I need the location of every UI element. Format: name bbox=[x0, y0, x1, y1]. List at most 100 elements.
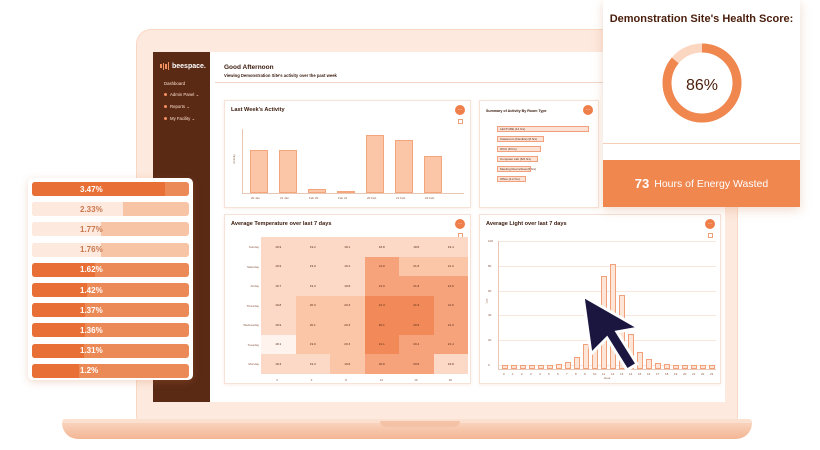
heatmap-day-label: Saturday bbox=[246, 264, 259, 269]
heatmap-cell: 19.8 bbox=[433, 354, 468, 374]
usage-row: 1.76% bbox=[32, 242, 189, 257]
light-x-tick: 13 bbox=[620, 372, 624, 376]
sidebar-item-my-facility[interactable]: My Facility ⌄ bbox=[153, 113, 210, 125]
light-x-tick: 17 bbox=[656, 372, 660, 376]
heatmap-cell: 21.1 bbox=[364, 334, 399, 354]
light-options-button[interactable]: ⋯ bbox=[705, 219, 715, 229]
logo-bars-icon bbox=[160, 62, 169, 70]
heatmap-day-label: Friday bbox=[250, 284, 259, 288]
light-x-tick: 14 bbox=[629, 372, 633, 376]
light-bar bbox=[655, 362, 661, 369]
heatmap-cell: 21.3 bbox=[364, 295, 399, 315]
heatmap-cell: 19.7 bbox=[261, 276, 296, 296]
usage-row-fill bbox=[32, 343, 84, 358]
usage-row-fill bbox=[32, 202, 124, 217]
usage-row: 1.31% bbox=[32, 343, 189, 358]
light-y-axis bbox=[498, 241, 499, 369]
light-bar bbox=[538, 365, 544, 369]
light-bar bbox=[520, 365, 526, 369]
heatmap-cell: 19.9 bbox=[261, 237, 296, 257]
light-gridline bbox=[499, 241, 716, 242]
light-y-tick: 100 bbox=[488, 239, 494, 243]
health-divider bbox=[603, 143, 800, 144]
usage-row-label: 1.62% bbox=[80, 265, 103, 275]
light-title: Average Light over last 7 days bbox=[486, 221, 567, 227]
heatmap-cell: 19.8 bbox=[330, 354, 365, 374]
room-type-options-button[interactable]: ⋯ bbox=[583, 105, 593, 115]
usage-row-fill bbox=[32, 283, 87, 297]
activity-x-tick: 21 Feb bbox=[396, 196, 406, 200]
sidebar-item-reports[interactable]: Reports ⌄ bbox=[153, 101, 210, 113]
heatmap-cell: 18.8 bbox=[364, 237, 399, 257]
heatmap-cell: 19.3 bbox=[295, 354, 330, 374]
brand-logo[interactable]: beespace. bbox=[153, 52, 210, 70]
activity-bar bbox=[366, 134, 384, 193]
sidebar-item-admin-panel[interactable]: Admin Panel ⌄ bbox=[153, 89, 210, 101]
sidebar-item-dashboard[interactable]: Dashboard bbox=[153, 78, 210, 89]
heatmap-day-label: Monday bbox=[248, 362, 259, 366]
light-bar bbox=[502, 365, 508, 369]
activity-bar bbox=[279, 150, 297, 193]
activity-bar bbox=[424, 155, 442, 193]
health-score-card: Demonstration Site's Health Score: 86% 7… bbox=[603, 0, 800, 207]
heatmap-cell: 21.8 bbox=[399, 256, 434, 276]
heatmap-hour-tick: 0 bbox=[276, 377, 278, 382]
activity-menu-icon[interactable] bbox=[458, 119, 463, 124]
usage-row-fill bbox=[32, 262, 95, 277]
light-x-tick: 12 bbox=[611, 372, 615, 376]
usage-row-fill bbox=[32, 222, 102, 237]
bullet-icon bbox=[164, 117, 167, 121]
light-y-tick: 0 bbox=[488, 363, 490, 367]
light-x-tick: 11 bbox=[602, 372, 606, 376]
heatmap-cell: 20.8 bbox=[399, 354, 434, 374]
page-title: Good Afternoon bbox=[224, 64, 274, 71]
usage-row-label: 2.33% bbox=[80, 204, 103, 214]
activity-x-axis bbox=[242, 193, 464, 194]
usage-row: 1.42% bbox=[32, 283, 189, 297]
heatmap-cell: 21.3 bbox=[433, 315, 468, 335]
sidebar-item-label: Reports ⌄ bbox=[170, 104, 190, 109]
light-x-tick: 9 bbox=[584, 372, 586, 376]
usage-row-fill bbox=[32, 363, 80, 378]
usage-row: 1.2% bbox=[32, 363, 189, 378]
heatmap-cell: 18.1 bbox=[330, 237, 365, 257]
light-y-tick: 20 bbox=[488, 338, 492, 343]
sidebar-item-label: Dashboard bbox=[164, 81, 186, 86]
energy-wasted-banner: 73 Hours of Energy Wasted bbox=[603, 160, 800, 207]
room-type-bar: Classroom (Flexible) (8 hrs) bbox=[497, 136, 544, 142]
light-x-tick: 21 bbox=[692, 372, 696, 376]
heatmap-cell: 21.9 bbox=[399, 295, 434, 315]
heatmap-cell: 19.8 bbox=[261, 295, 296, 315]
usage-row-label: 1.42% bbox=[80, 285, 103, 295]
usage-row-fill bbox=[32, 182, 166, 196]
temperature-options-button[interactable]: ⋯ bbox=[455, 219, 465, 229]
usage-row: 3.47% bbox=[32, 182, 189, 196]
light-x-tick: 23 bbox=[710, 372, 714, 376]
activity-card: Last Week's Activity ⋯ Activity 20 Jan 21… bbox=[224, 100, 471, 208]
temperature-card: Average Temperature over last 7 days ⋯ S… bbox=[224, 214, 471, 384]
activity-options-button[interactable]: ⋯ bbox=[455, 105, 465, 115]
light-y-tick: 40 bbox=[488, 313, 492, 318]
heatmap-cell: 19.3 bbox=[295, 276, 330, 296]
usage-row: 1.36% bbox=[32, 323, 189, 338]
health-score-value: 86% bbox=[686, 77, 718, 94]
activity-y-axis bbox=[242, 129, 243, 193]
heatmap-cell: 20.1 bbox=[364, 315, 399, 335]
usage-row-label: 1.2% bbox=[80, 366, 99, 376]
temperature-title: Average Temperature over last 7 days bbox=[231, 221, 332, 227]
light-x-tick: 5 bbox=[548, 372, 550, 376]
activity-x-tick: 20 Jan bbox=[251, 196, 261, 200]
light-menu-icon[interactable] bbox=[708, 233, 713, 238]
light-bar bbox=[583, 344, 589, 369]
room-type-bar: Office (4.2 hrs) bbox=[497, 176, 526, 182]
bullet-icon bbox=[164, 105, 167, 109]
light-y-tick: 60 bbox=[488, 288, 492, 293]
heatmap-cell: 21.4 bbox=[433, 334, 468, 354]
light-x-tick: 10 bbox=[593, 372, 597, 376]
heatmap-cell: 21.9 bbox=[364, 276, 399, 296]
activity-bar bbox=[308, 189, 326, 193]
light-x-tick: 15 bbox=[638, 372, 642, 376]
heatmap-hour-tick: 12 bbox=[379, 377, 384, 382]
light-xlabel: Hour bbox=[604, 376, 611, 380]
light-x-tick: 18 bbox=[665, 372, 669, 376]
